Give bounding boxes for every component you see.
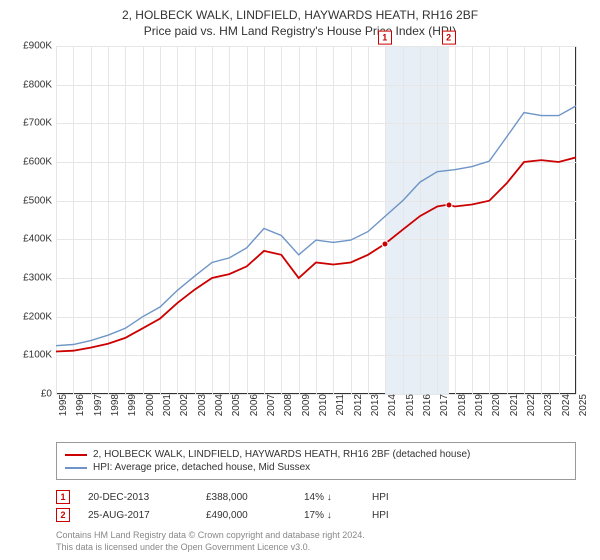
x-axis-label: 2013 <box>364 394 381 416</box>
sale-marker-1: 1 <box>378 31 392 45</box>
x-axis-label: 2010 <box>312 394 329 416</box>
sale-marker-2: 2 <box>442 31 456 45</box>
gridline <box>576 46 577 394</box>
chart-container: 2, HOLBECK WALK, LINDFIELD, HAYWARDS HEA… <box>0 0 600 560</box>
x-axis-label: 2005 <box>225 394 242 416</box>
copyright-line: This data is licensed under the Open Gov… <box>56 542 576 554</box>
y-axis-label: £900K <box>23 41 56 52</box>
copyright-line: Contains HM Land Registry data © Crown c… <box>56 530 576 542</box>
x-axis-label: 2011 <box>329 394 346 416</box>
sale-delta-suffix: HPI <box>372 510 389 521</box>
x-axis-label: 2017 <box>433 394 450 416</box>
legend-swatch <box>65 454 87 456</box>
x-axis-label: 1998 <box>104 394 121 416</box>
x-axis-label: 1996 <box>69 394 86 416</box>
x-axis-label: 2020 <box>485 394 502 416</box>
sale-point-icon <box>381 240 388 247</box>
x-axis-label: 2014 <box>381 394 398 416</box>
sale-point-icon <box>445 201 452 208</box>
x-axis-label: 2006 <box>243 394 260 416</box>
series-hpi <box>56 106 576 346</box>
x-axis-label: 2009 <box>295 394 312 416</box>
plot-area: £0£100K£200K£300K£400K£500K£600K£700K£80… <box>56 46 576 394</box>
y-axis-label: £500K <box>23 195 56 206</box>
x-axis-label: 2001 <box>156 394 173 416</box>
y-axis-label: £400K <box>23 234 56 245</box>
sale-row: 2 25-AUG-2017 £490,000 17% ↓ HPI <box>56 508 576 522</box>
x-axis-label: 2019 <box>468 394 485 416</box>
legend-swatch <box>65 467 87 469</box>
x-axis-label: 1997 <box>87 394 104 416</box>
x-axis-label: 1999 <box>121 394 138 416</box>
legend-item: 2, HOLBECK WALK, LINDFIELD, HAYWARDS HEA… <box>65 449 567 460</box>
x-axis-label: 2021 <box>503 394 520 416</box>
x-axis-label: 2018 <box>451 394 468 416</box>
x-axis-label: 2025 <box>572 394 589 416</box>
legend-item: HPI: Average price, detached house, Mid … <box>65 462 567 473</box>
sale-price: £490,000 <box>206 510 286 521</box>
sale-delta-suffix: HPI <box>372 492 389 503</box>
x-axis-label: 2007 <box>260 394 277 416</box>
x-axis-label: 2015 <box>399 394 416 416</box>
sale-marker-icon: 2 <box>56 508 70 522</box>
x-axis-label: 2008 <box>277 394 294 416</box>
sale-price: £388,000 <box>206 492 286 503</box>
sale-delta: 14% ↓ <box>304 492 354 503</box>
legend-label: HPI: Average price, detached house, Mid … <box>93 462 310 473</box>
y-axis-label: £700K <box>23 118 56 129</box>
sale-row: 1 20-DEC-2013 £388,000 14% ↓ HPI <box>56 490 576 504</box>
chart-lines <box>56 46 576 394</box>
sale-date: 20-DEC-2013 <box>88 492 188 503</box>
chart-title: 2, HOLBECK WALK, LINDFIELD, HAYWARDS HEA… <box>10 8 590 22</box>
x-axis-label: 2016 <box>416 394 433 416</box>
y-axis-label: £600K <box>23 157 56 168</box>
y-axis-label: £200K <box>23 311 56 322</box>
x-axis-label: 2012 <box>347 394 364 416</box>
x-axis-label: 2000 <box>139 394 156 416</box>
x-axis-label: 2002 <box>173 394 190 416</box>
x-axis-label: 2023 <box>537 394 554 416</box>
sale-delta: 17% ↓ <box>304 510 354 521</box>
x-axis-label: 2024 <box>555 394 572 416</box>
y-axis-label: £800K <box>23 79 56 90</box>
sales-list: 1 20-DEC-2013 £388,000 14% ↓ HPI 2 25-AU… <box>56 490 576 522</box>
legend-label: 2, HOLBECK WALK, LINDFIELD, HAYWARDS HEA… <box>93 449 470 460</box>
sale-date: 25-AUG-2017 <box>88 510 188 521</box>
copyright: Contains HM Land Registry data © Crown c… <box>56 530 576 553</box>
x-axis-label: 2022 <box>520 394 537 416</box>
y-axis-label: £100K <box>23 350 56 361</box>
sale-marker-icon: 1 <box>56 490 70 504</box>
chart-subtitle: Price paid vs. HM Land Registry's House … <box>10 24 590 38</box>
legend: 2, HOLBECK WALK, LINDFIELD, HAYWARDS HEA… <box>56 442 576 480</box>
y-axis-label: £300K <box>23 273 56 284</box>
x-axis-label: 2003 <box>191 394 208 416</box>
x-axis-label: 2004 <box>208 394 225 416</box>
x-axis-label: 1995 <box>52 394 69 416</box>
